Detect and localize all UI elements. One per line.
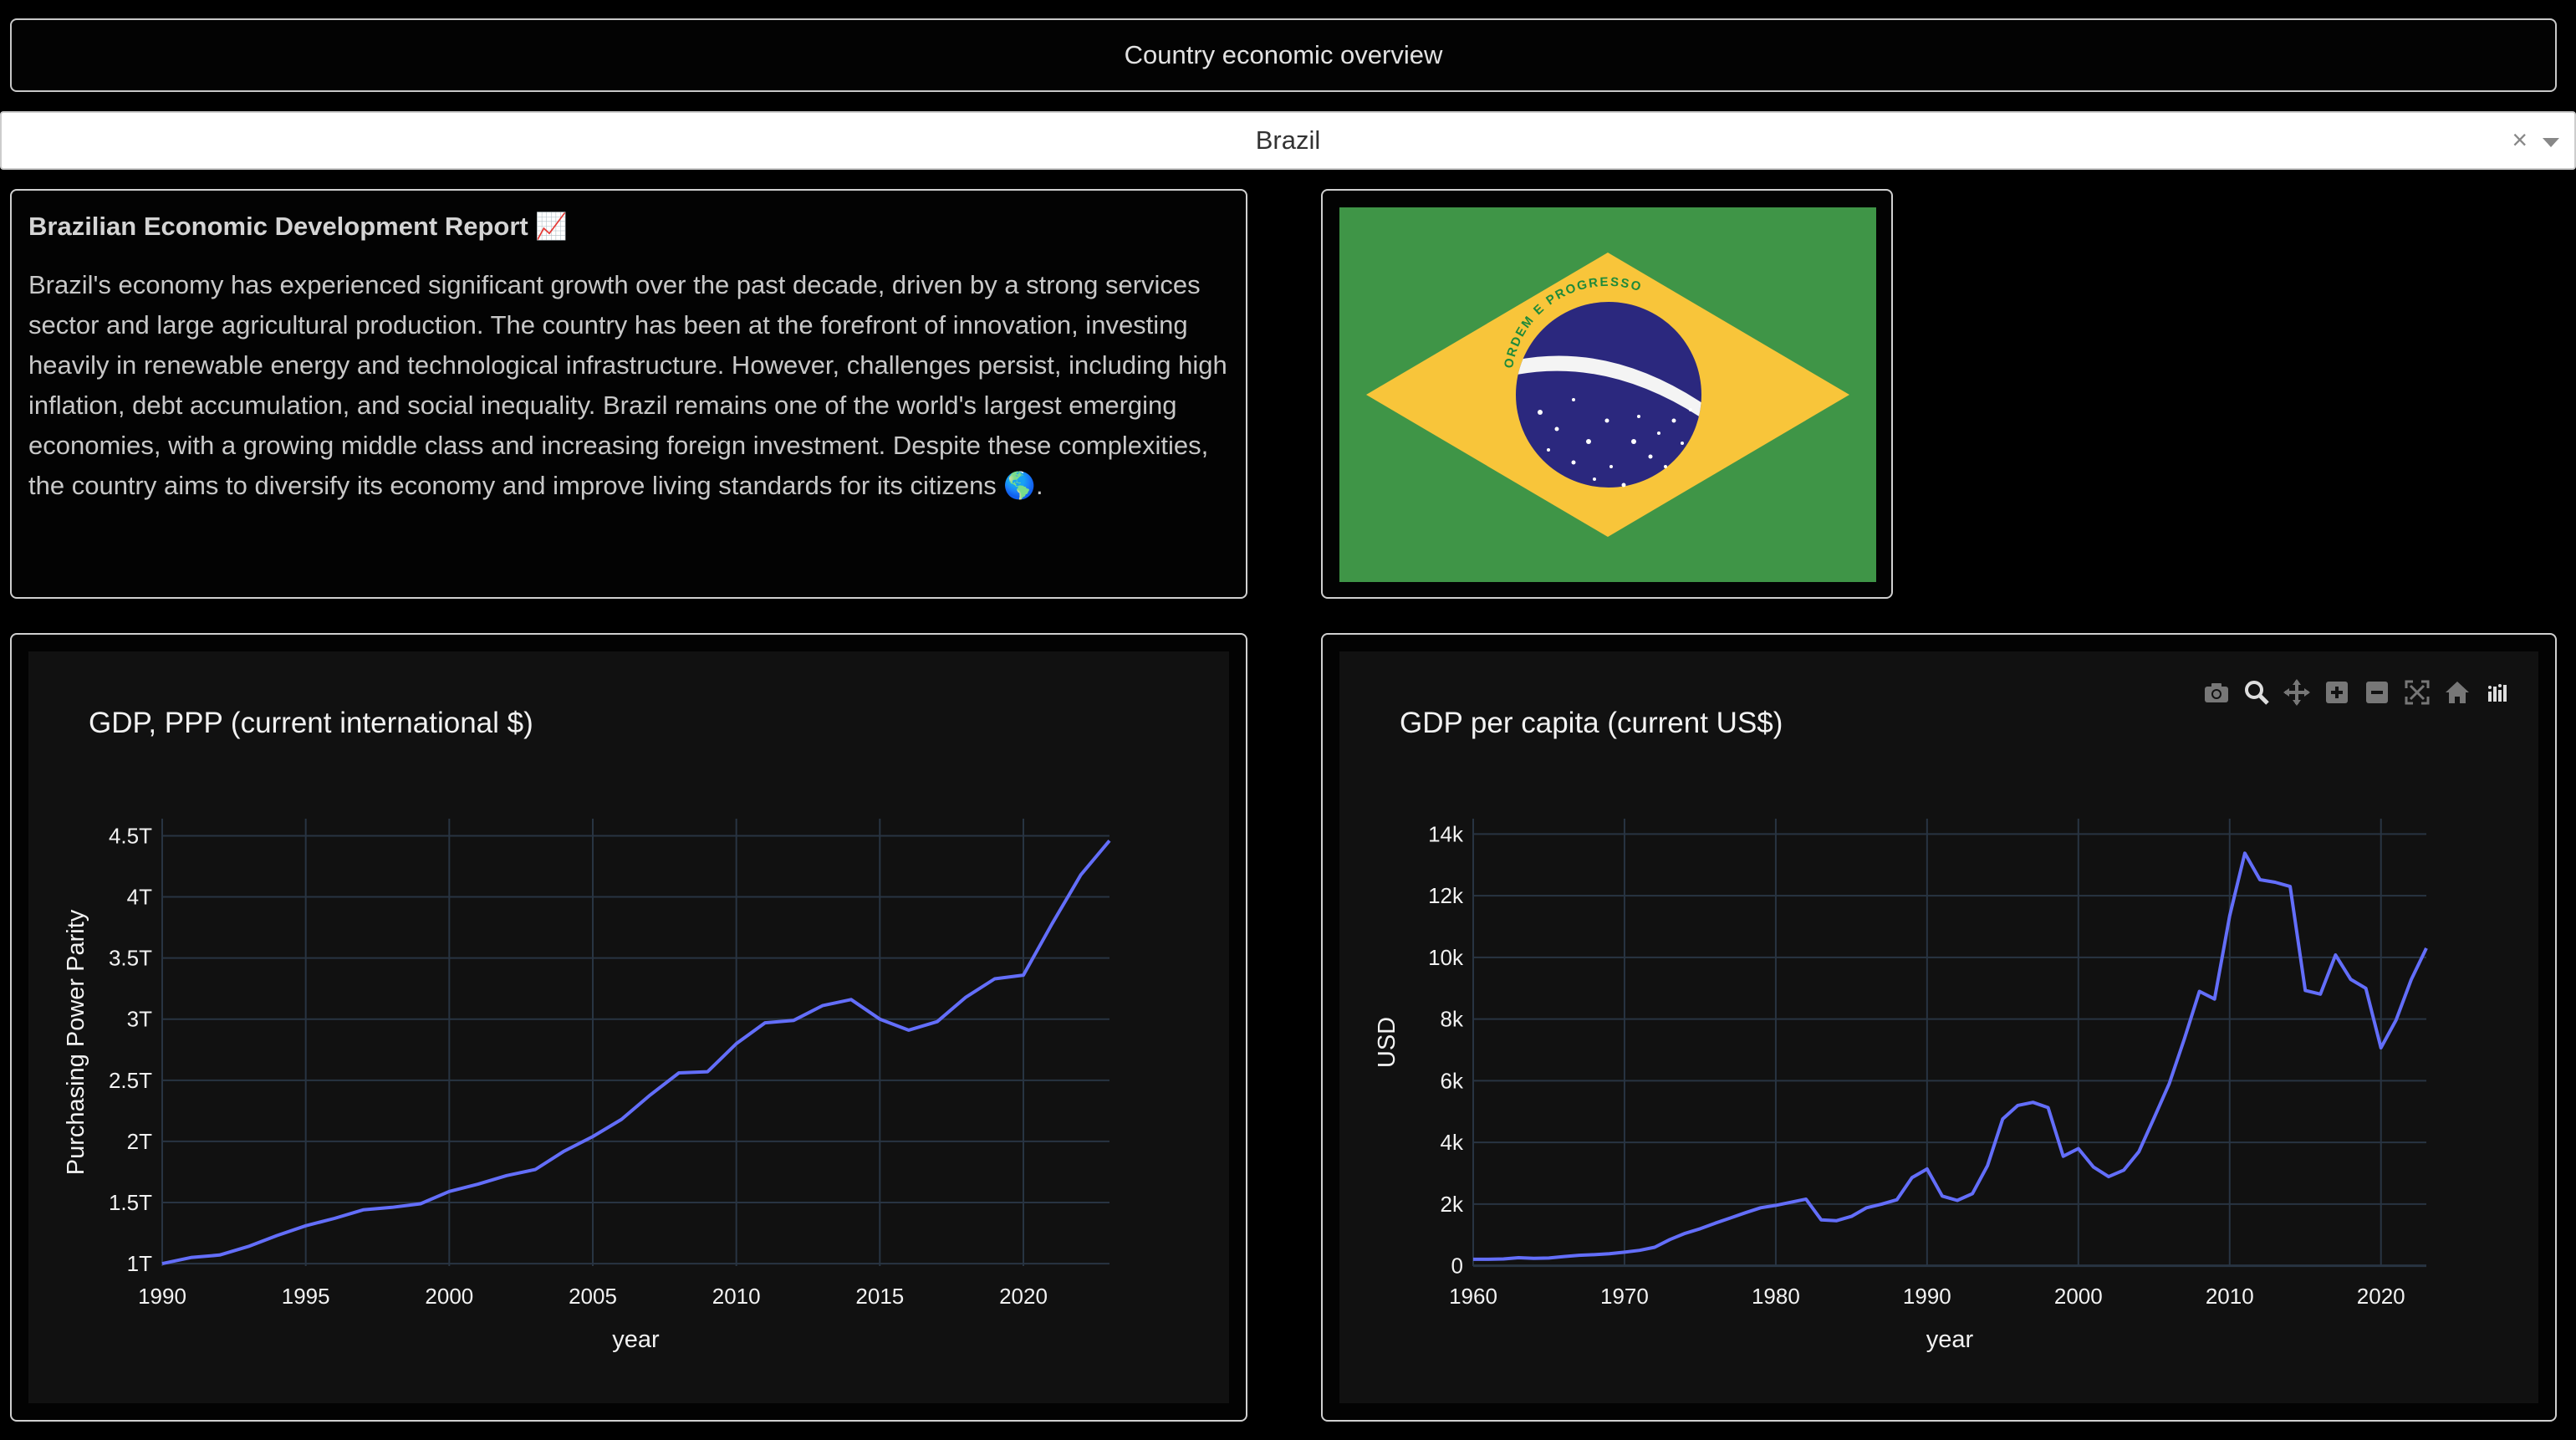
y-tick-label: 4T bbox=[127, 885, 152, 910]
gdp-ppp-chart[interactable]: GDP, PPP (current international $) 1990 19… bbox=[28, 651, 1232, 1407]
plotly-logo-icon[interactable] bbox=[2480, 675, 2515, 710]
modebar bbox=[2199, 675, 2515, 710]
flag-motto-band bbox=[1516, 355, 1701, 426]
y-axis-label: USD bbox=[1374, 1017, 1400, 1068]
x-tick-label: 1960 bbox=[1449, 1284, 1497, 1309]
y-tick-label: 14k bbox=[1428, 821, 1464, 846]
y-tick-label: 6k bbox=[1441, 1068, 1464, 1093]
gdp-per-capita-chart-card: GDP per capita (current US$) 1960 1970 1980… bbox=[1321, 633, 2557, 1422]
camera-icon[interactable] bbox=[2199, 675, 2234, 710]
x-tick-label: 1990 bbox=[1903, 1284, 1951, 1309]
flag-stars bbox=[1538, 398, 1692, 488]
x-tick-label: 1970 bbox=[1600, 1284, 1649, 1309]
x-tick-label: 2000 bbox=[2054, 1284, 2103, 1309]
x-tick-label: 2005 bbox=[569, 1284, 617, 1309]
y-axis-label: Purchasing Power Parity bbox=[63, 909, 89, 1175]
chart-title: GDP, PPP (current international $) bbox=[89, 707, 533, 739]
country-select-value: Brazil bbox=[1255, 125, 1321, 155]
reset-axes-icon[interactable] bbox=[2440, 675, 2475, 710]
x-tick-label: 2015 bbox=[855, 1284, 904, 1309]
y-tick-label: 8k bbox=[1441, 1007, 1464, 1032]
y-tick-label: 10k bbox=[1428, 945, 1464, 970]
autoscale-icon[interactable] bbox=[2400, 675, 2435, 710]
report-card: Brazilian Economic Development Report 📈 … bbox=[10, 189, 1247, 599]
y-tick-label: 4k bbox=[1441, 1130, 1464, 1155]
x-axis-label: year bbox=[1926, 1326, 1974, 1353]
x-tick-label: 2010 bbox=[712, 1284, 761, 1309]
report-body: Brazil's economy has experienced signifi… bbox=[28, 270, 1227, 500]
gdp-ppp-chart-card: GDP, PPP (current international $) 1990 19… bbox=[10, 633, 1247, 1422]
y-tick-label: 0 bbox=[1451, 1254, 1463, 1279]
x-tick-label: 2020 bbox=[999, 1284, 1048, 1309]
chevron-down-icon[interactable] bbox=[2543, 138, 2559, 147]
x-tick-label: 2010 bbox=[2206, 1284, 2254, 1309]
page-title: Country economic overview bbox=[10, 18, 2557, 92]
y-tick-label: 12k bbox=[1428, 883, 1464, 908]
zoom-in-icon[interactable] bbox=[2319, 675, 2354, 710]
report-title: Brazilian Economic Development Report 📈 bbox=[28, 212, 568, 241]
x-tick-label: 2020 bbox=[2357, 1284, 2405, 1309]
pan-icon[interactable] bbox=[2279, 675, 2314, 710]
y-tick-label: 3T bbox=[127, 1007, 152, 1032]
y-tick-label: 2T bbox=[127, 1129, 152, 1154]
clear-icon[interactable]: × bbox=[2512, 125, 2528, 155]
flag-card: ORDEM E PROGRESSO bbox=[1321, 189, 1893, 599]
chart-title: GDP per capita (current US$) bbox=[1400, 707, 1783, 739]
x-tick-label: 1980 bbox=[1752, 1284, 1800, 1309]
x-tick-label: 1990 bbox=[138, 1284, 186, 1309]
y-tick-label: 2.5T bbox=[109, 1068, 152, 1093]
y-tick-label: 1.5T bbox=[109, 1190, 152, 1215]
flag-blue-globe bbox=[1516, 302, 1701, 488]
zoom-out-icon[interactable] bbox=[2359, 675, 2395, 710]
x-tick-label: 2000 bbox=[425, 1284, 473, 1309]
series-line bbox=[1473, 851, 2428, 1261]
zoom-icon[interactable] bbox=[2239, 675, 2274, 710]
series-line bbox=[161, 840, 1111, 1266]
gdp-per-capita-chart[interactable]: GDP per capita (current US$) 1960 1970 1980… bbox=[1339, 651, 2542, 1407]
y-tick-label: 1T bbox=[127, 1251, 152, 1276]
x-axis-label: year bbox=[612, 1326, 660, 1353]
y-tick-label: 2k bbox=[1441, 1192, 1464, 1217]
y-tick-label: 3.5T bbox=[109, 946, 152, 971]
country-select[interactable]: Brazil × bbox=[0, 111, 2576, 170]
x-tick-label: 1995 bbox=[282, 1284, 330, 1309]
brazil-flag: ORDEM E PROGRESSO bbox=[1339, 207, 1876, 582]
y-tick-label: 4.5T bbox=[109, 823, 152, 848]
